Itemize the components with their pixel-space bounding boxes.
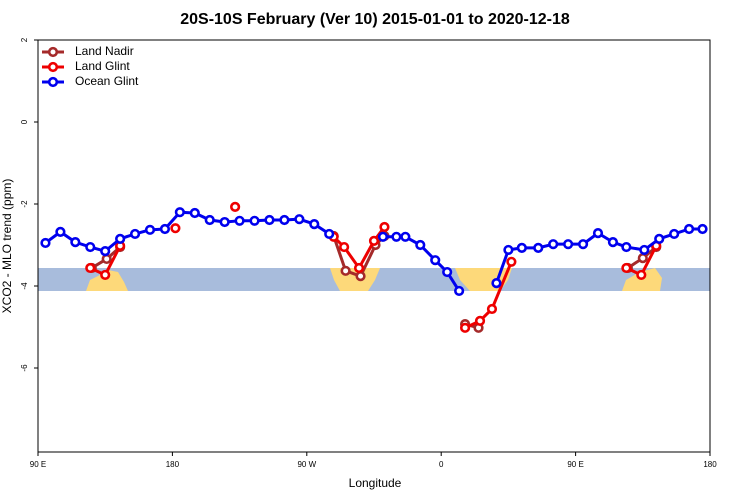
data-point xyxy=(636,269,647,281)
data-point xyxy=(85,262,96,274)
legend-label: Ocean Glint xyxy=(75,74,139,88)
y-tick-label: -2 xyxy=(20,200,29,208)
x-tick-label: 180 xyxy=(166,460,180,469)
data-point xyxy=(339,241,350,253)
data-point xyxy=(400,231,411,242)
x-tick-label: 90 E xyxy=(30,460,46,469)
data-point xyxy=(563,239,574,250)
data-point xyxy=(516,242,527,253)
data-point xyxy=(474,315,486,326)
data-point xyxy=(621,241,632,253)
data-point xyxy=(264,214,275,226)
data-point xyxy=(577,239,589,250)
data-point xyxy=(129,228,141,240)
land-area xyxy=(86,270,128,291)
data-point xyxy=(219,216,230,228)
chart-title: 20S-10S February (Ver 10) 2015-01-01 to … xyxy=(180,11,570,28)
data-point xyxy=(379,221,390,233)
data-point xyxy=(174,207,185,218)
legend-marker xyxy=(47,46,59,58)
data-point xyxy=(159,223,171,235)
x-tick-label: 0 xyxy=(439,460,444,469)
data-point xyxy=(442,266,453,278)
data-point xyxy=(70,237,81,248)
data-point xyxy=(592,228,604,239)
data-point xyxy=(324,228,335,240)
y-tick-label: -4 xyxy=(20,282,29,290)
data-point xyxy=(144,224,156,235)
data-point xyxy=(486,303,498,315)
data-point xyxy=(353,262,365,274)
data-point xyxy=(454,285,465,297)
data-point xyxy=(654,233,665,244)
x-axis-label: Longitude xyxy=(349,476,402,490)
data-point xyxy=(621,262,632,274)
data-point xyxy=(683,223,695,235)
data-point xyxy=(204,214,215,226)
data-point xyxy=(669,228,680,240)
data-point xyxy=(368,235,380,246)
land-ocean-map xyxy=(38,268,710,291)
data-point xyxy=(697,223,708,235)
data-point xyxy=(639,244,650,256)
data-point xyxy=(101,253,112,265)
y-axis-label: XCO2 - MLO trend (ppm) xyxy=(0,179,14,314)
plot-frame xyxy=(37,39,711,453)
data-point xyxy=(377,231,389,242)
data-point xyxy=(491,278,502,289)
legend-marker xyxy=(47,61,59,73)
data-point xyxy=(234,215,245,226)
data-point xyxy=(115,233,126,244)
data-point xyxy=(459,322,471,333)
x-tick-label: 90 E xyxy=(567,460,583,469)
x-tick-label: 180 xyxy=(703,460,717,469)
data-point xyxy=(391,231,402,242)
y-tick-label: -6 xyxy=(20,364,29,372)
data-point xyxy=(637,253,648,264)
data-point xyxy=(189,207,200,219)
data-point xyxy=(506,256,517,267)
y-tick-label: 2 xyxy=(20,37,29,42)
x-tick-label: 90 W xyxy=(297,460,316,469)
data-point xyxy=(249,215,260,226)
data-point xyxy=(100,246,111,257)
data-point xyxy=(503,244,514,256)
data-point xyxy=(55,226,66,237)
data-point xyxy=(533,242,544,253)
data-point xyxy=(85,241,96,253)
data-point xyxy=(355,271,366,282)
data-point xyxy=(415,239,426,251)
data-point xyxy=(548,239,559,250)
data-point xyxy=(607,237,619,248)
data-point xyxy=(430,255,441,266)
data-point xyxy=(40,237,51,249)
legend-label: Land Nadir xyxy=(75,44,134,58)
data-point xyxy=(279,214,290,226)
data-point xyxy=(100,269,111,281)
data-point xyxy=(294,214,305,225)
legend-marker xyxy=(47,76,59,88)
data-point xyxy=(170,223,181,234)
data-point xyxy=(309,218,320,230)
data-point xyxy=(340,265,351,276)
data-point xyxy=(230,201,241,212)
y-tick-label: 0 xyxy=(20,119,29,124)
legend-label: Land Glint xyxy=(75,59,130,73)
